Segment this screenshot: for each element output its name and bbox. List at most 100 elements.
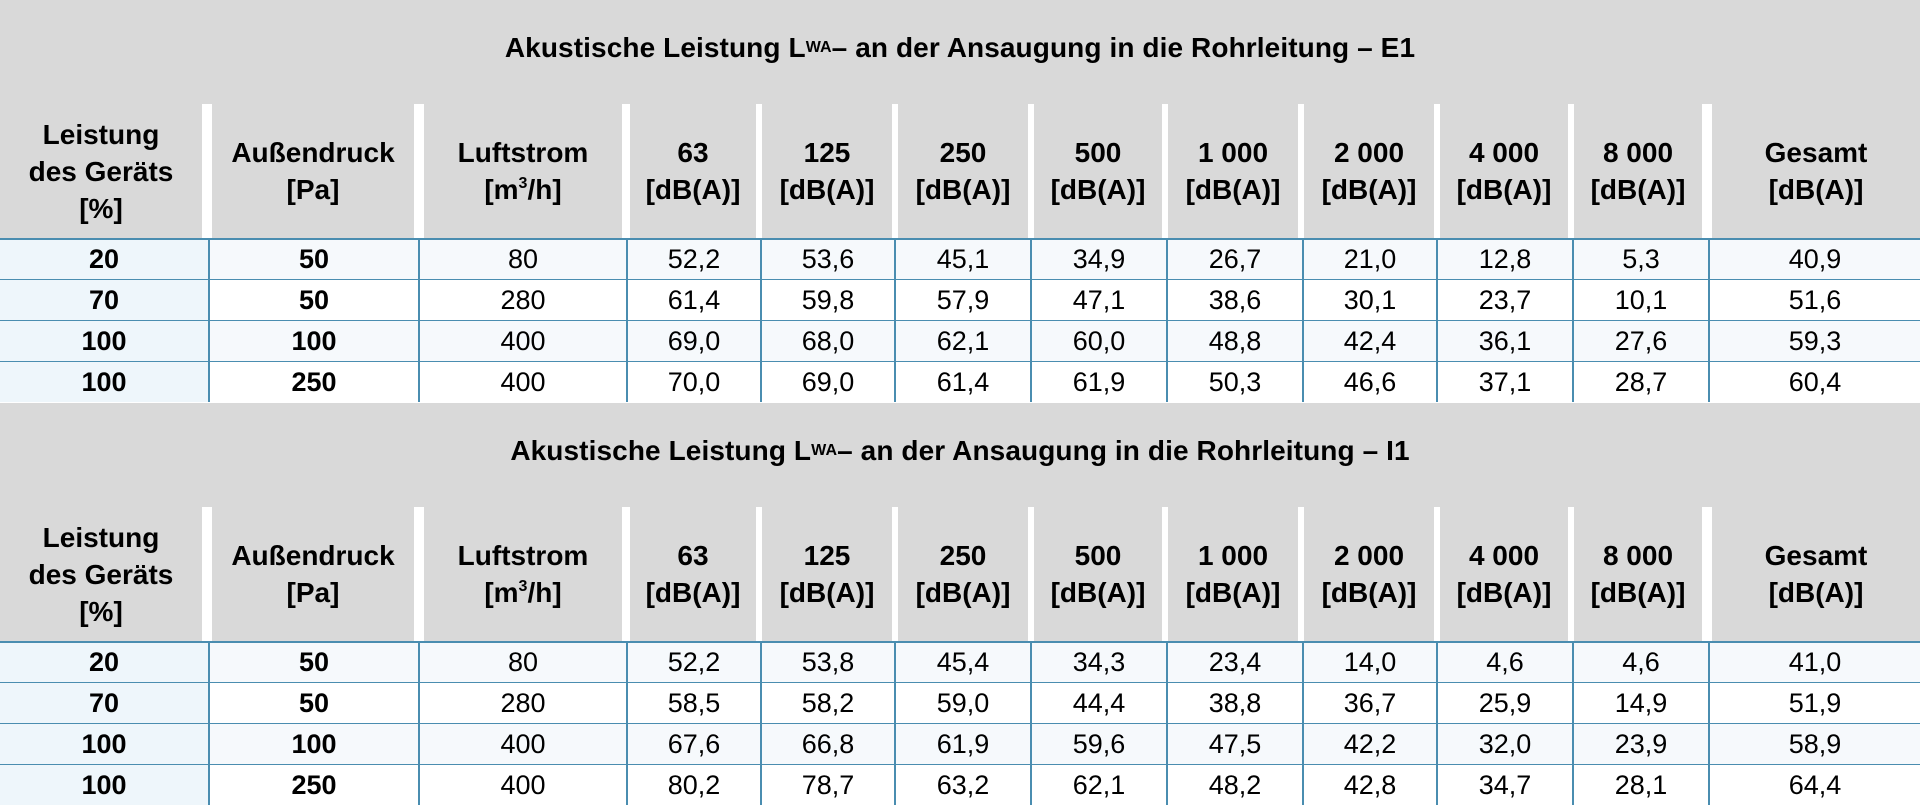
header-leistung: Leistung des Geräts [%]: [0, 104, 202, 238]
header-aussendruck: Außendruck [Pa]: [212, 104, 414, 238]
header-2000: 2 000 [dB(A)]: [1304, 507, 1434, 641]
cell-gesamt: 41,0: [1708, 643, 1920, 682]
cell-2000: 36,7: [1302, 683, 1436, 723]
table-row: 20 50 80 52,2 53,8 45,4 34,3 23,4 14,0 4…: [0, 641, 1920, 682]
cell-63: 67,6: [626, 724, 760, 764]
cell-leistung: 70: [0, 280, 208, 320]
cell-aussendruck: 100: [208, 321, 418, 361]
cell-4000: 34,7: [1436, 765, 1572, 805]
title-rest: – an der Ansaugung in die Rohrleitung – …: [837, 435, 1410, 466]
table-row: 100 100 400 67,6 66,8 61,9 59,6 47,5 42,…: [0, 723, 1920, 764]
cell-63: 70,0: [626, 362, 760, 402]
cell-4000: 36,1: [1436, 321, 1572, 361]
header-gesamt: Gesamt [dB(A)]: [1712, 507, 1920, 641]
cell-8000: 28,7: [1572, 362, 1708, 402]
cell-4000: 23,7: [1436, 280, 1572, 320]
cell-aussendruck: 100: [208, 724, 418, 764]
cell-2000: 46,6: [1302, 362, 1436, 402]
cell-63: 58,5: [626, 683, 760, 723]
title-rest: – an der Ansaugung in die Rohrleitung – …: [831, 32, 1416, 63]
cell-500: 62,1: [1030, 765, 1166, 805]
cell-4000: 4,6: [1436, 643, 1572, 682]
header-luftstrom: Luftstrom [m3/h]: [424, 104, 622, 238]
table-row: 100 250 400 80,2 78,7 63,2 62,1 48,2 42,…: [0, 764, 1920, 805]
cell-250: 61,4: [894, 362, 1030, 402]
cell-63: 69,0: [626, 321, 760, 361]
cell-250: 45,1: [894, 240, 1030, 279]
cell-250: 61,9: [894, 724, 1030, 764]
cell-1000: 47,5: [1166, 724, 1302, 764]
cell-8000: 28,1: [1572, 765, 1708, 805]
cell-63: 52,2: [626, 240, 760, 279]
cell-1000: 50,3: [1166, 362, 1302, 402]
cell-leistung: 20: [0, 643, 208, 682]
table-row: 100 100 400 69,0 68,0 62,1 60,0 48,8 42,…: [0, 320, 1920, 361]
cell-1000: 26,7: [1166, 240, 1302, 279]
title-subscript: WA: [805, 39, 832, 56]
cell-luftstrom: 280: [418, 280, 626, 320]
cell-aussendruck: 250: [208, 765, 418, 805]
cell-125: 78,7: [760, 765, 894, 805]
cell-4000: 32,0: [1436, 724, 1572, 764]
cell-2000: 42,2: [1302, 724, 1436, 764]
cell-8000: 14,9: [1572, 683, 1708, 723]
title-text: Akustische Leistung L: [504, 32, 806, 63]
cell-8000: 5,3: [1572, 240, 1708, 279]
title-band: [0, 403, 1920, 507]
cell-luftstrom: 280: [418, 683, 626, 723]
cell-2000: 42,4: [1302, 321, 1436, 361]
cell-2000: 30,1: [1302, 280, 1436, 320]
cell-gesamt: 51,9: [1708, 683, 1920, 723]
cell-gesamt: 58,9: [1708, 724, 1920, 764]
cell-2000: 21,0: [1302, 240, 1436, 279]
header-8000: 8 000 [dB(A)]: [1574, 507, 1702, 641]
header-1000: 1 000 [dB(A)]: [1168, 104, 1298, 238]
table-title: Akustische Leistung L WA – an der Ansaugu…: [0, 403, 1920, 499]
cell-gesamt: 59,3: [1708, 321, 1920, 361]
cell-aussendruck: 50: [208, 280, 418, 320]
header-63: 63 [dB(A)]: [630, 507, 756, 641]
cell-63: 61,4: [626, 280, 760, 320]
cell-250: 63,2: [894, 765, 1030, 805]
cell-125: 53,8: [760, 643, 894, 682]
cell-125: 68,0: [760, 321, 894, 361]
cell-250: 59,0: [894, 683, 1030, 723]
cell-125: 59,8: [760, 280, 894, 320]
cell-4000: 12,8: [1436, 240, 1572, 279]
cell-aussendruck: 50: [208, 240, 418, 279]
cell-1000: 38,6: [1166, 280, 1302, 320]
table-row: 70 50 280 58,5 58,2 59,0 44,4 38,8 36,7 …: [0, 682, 1920, 723]
title-subscript: WA: [811, 442, 838, 459]
cell-luftstrom: 400: [418, 765, 626, 805]
cell-leistung: 100: [0, 724, 208, 764]
cell-aussendruck: 50: [208, 683, 418, 723]
cell-4000: 37,1: [1436, 362, 1572, 402]
cell-leistung: 100: [0, 321, 208, 361]
cell-1000: 48,2: [1166, 765, 1302, 805]
cell-gesamt: 40,9: [1708, 240, 1920, 279]
table-body: 20 50 80 52,2 53,8 45,4 34,3 23,4 14,0 4…: [0, 641, 1920, 805]
cell-500: 34,9: [1030, 240, 1166, 279]
cell-250: 57,9: [894, 280, 1030, 320]
title-band: [0, 0, 1920, 104]
table-row: 70 50 280 61,4 59,8 57,9 47,1 38,6 30,1 …: [0, 279, 1920, 320]
header-250: 250 [dB(A)]: [898, 507, 1028, 641]
header-4000: 4 000 [dB(A)]: [1440, 507, 1568, 641]
cell-aussendruck: 50: [208, 643, 418, 682]
cell-500: 60,0: [1030, 321, 1166, 361]
cell-125: 66,8: [760, 724, 894, 764]
cell-1000: 38,8: [1166, 683, 1302, 723]
header-leistung: Leistung des Geräts [%]: [0, 507, 202, 641]
table-row: 100 250 400 70,0 69,0 61,4 61,9 50,3 46,…: [0, 361, 1920, 402]
cell-2000: 14,0: [1302, 643, 1436, 682]
header-63: 63 [dB(A)]: [630, 104, 756, 238]
header-aussendruck: Außendruck [Pa]: [212, 507, 414, 641]
cell-gesamt: 51,6: [1708, 280, 1920, 320]
cell-500: 47,1: [1030, 280, 1166, 320]
header-1000: 1 000 [dB(A)]: [1168, 507, 1298, 641]
table-title: Akustische Leistung L WA – an der Ansaugu…: [0, 0, 1920, 96]
header-125: 125 [dB(A)]: [762, 507, 892, 641]
header-luftstrom: Luftstrom [m3/h]: [424, 507, 622, 641]
cell-63: 80,2: [626, 765, 760, 805]
cell-leistung: 100: [0, 362, 208, 402]
